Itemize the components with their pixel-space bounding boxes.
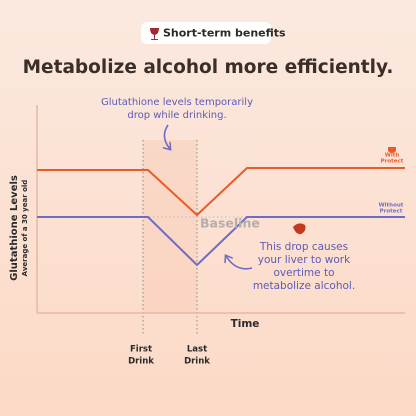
without-protect-line <box>37 216 405 267</box>
badge <box>141 22 271 44</box>
arrow <box>164 124 170 149</box>
x-marker: Drink <box>128 357 154 367</box>
legend-without: Protect <box>380 209 403 215</box>
baseline-label: Baseline <box>200 216 260 231</box>
annotation-callout: This drop causes <box>259 241 348 253</box>
arrow <box>226 256 253 270</box>
protect-icon <box>388 147 396 153</box>
annotation-callout: metabolize alcohol. <box>253 280 355 292</box>
badge-text: Short-term benefits <box>163 27 286 40</box>
liver-icon <box>293 223 306 235</box>
x-marker: First <box>130 345 152 355</box>
x-marker: Last <box>187 345 207 355</box>
y-axis-sublabel: Average of a 30 year old <box>21 180 29 277</box>
with-protect-line <box>37 167 405 217</box>
x-marker: Drink <box>184 357 210 367</box>
annotation-callout: overtime to <box>273 267 334 279</box>
annotation-top: drop while drinking. <box>127 110 226 121</box>
annotation-top: Glutathione levels temporarily <box>101 97 253 108</box>
x-axis-label: Time <box>231 318 260 330</box>
annotation-callout: your liver to work <box>258 254 351 266</box>
legend-without: Without <box>379 203 404 209</box>
wine-icon <box>150 28 159 40</box>
y-axis-label: Glutathione Levels <box>9 175 20 281</box>
legend-with: With <box>385 153 400 159</box>
title: Metabolize alcohol more efficiently. <box>23 57 394 78</box>
drinking-window <box>143 140 197 313</box>
legend-with: Protect <box>381 159 404 165</box>
